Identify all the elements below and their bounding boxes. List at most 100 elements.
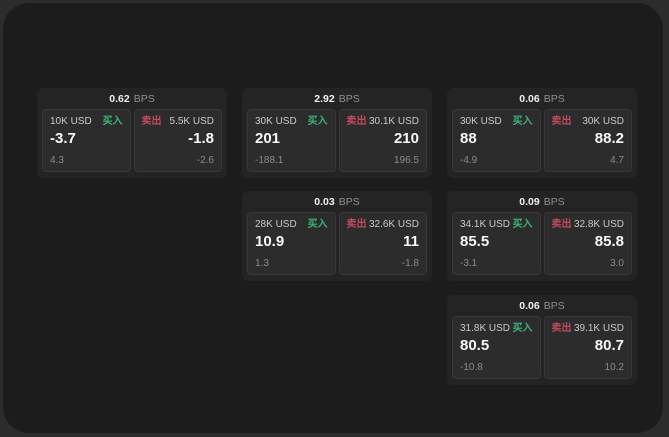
buy-label: 买入: [307, 116, 328, 127]
buy-delta: -10.8: [460, 362, 483, 373]
buy-price: -3.7: [50, 130, 76, 147]
panels: 10K USD 买入 -3.7 4.3 卖出 5.5K USD -1.8 -2.…: [37, 109, 227, 177]
quote-board: 0.62 BPS 10K USD 买入 -3.7 4.3 卖出 5.5K USD: [37, 88, 637, 393]
buy-amount: 30K USD: [255, 116, 297, 127]
panel-top: 卖出 30.1K USD: [347, 116, 420, 127]
sell-delta: 3.0: [610, 258, 624, 269]
card-header: 0.06 BPS: [447, 295, 637, 316]
panel-top: 30K USD 买入: [460, 116, 533, 127]
buy-panel[interactable]: 30K USD 买入 88 -4.9: [452, 109, 541, 172]
buy-delta: 1.3: [255, 258, 269, 269]
quote-card: 0.06 BPS 31.8K USD 买入 80.5 -10.8 卖出 39.1…: [447, 295, 637, 385]
buy-panel[interactable]: 10K USD 买入 -3.7 4.3: [42, 109, 131, 172]
sell-panel[interactable]: 卖出 39.1K USD 80.7 10.2: [543, 316, 632, 379]
card-header: 0.03 BPS: [242, 191, 432, 212]
panel-top: 卖出 32.8K USD: [552, 219, 625, 230]
buy-price: 88: [460, 130, 477, 147]
buy-price: 201: [255, 130, 281, 147]
card-header: 0.09 BPS: [447, 191, 637, 212]
bps-unit: BPS: [543, 299, 565, 312]
buy-panel[interactable]: 28K USD 买入 10.9 1.3: [247, 212, 336, 275]
sell-label: 卖出: [551, 323, 572, 334]
sell-panel[interactable]: 卖出 30K USD 88.2 4.7: [543, 109, 632, 172]
sell-price: 80.7: [594, 337, 624, 354]
sell-price: 88.2: [594, 130, 624, 147]
sell-panel[interactable]: 卖出 32.6K USD 11 -1.8: [338, 212, 427, 275]
bps-value: 0.03: [314, 195, 335, 208]
panels: 30K USD 买入 88 -4.9 卖出 30K USD 88.2 4.7: [447, 109, 637, 177]
sell-label: 卖出: [551, 219, 572, 230]
panels: 30K USD 买入 201 -188.1 卖出 30.1K USD 210 1…: [242, 109, 432, 177]
sell-delta: -2.6: [196, 155, 214, 166]
sell-amount: 5.5K USD: [169, 116, 214, 127]
sell-label: 卖出: [141, 116, 162, 127]
quote-card: 0.62 BPS 10K USD 买入 -3.7 4.3 卖出 5.5K USD: [37, 88, 227, 178]
bps-unit: BPS: [338, 195, 360, 208]
buy-label: 买入: [307, 219, 328, 230]
sell-amount: 30.1K USD: [368, 116, 419, 127]
sell-panel[interactable]: 卖出 5.5K USD -1.8 -2.6: [133, 109, 222, 172]
sell-delta: 4.7: [610, 155, 624, 166]
sell-label: 卖出: [346, 116, 367, 127]
sell-delta: 10.2: [604, 362, 624, 373]
buy-amount: 10K USD: [50, 116, 92, 127]
sell-panel[interactable]: 卖出 30.1K USD 210 196.5: [338, 109, 427, 172]
app-window: 0.62 BPS 10K USD 买入 -3.7 4.3 卖出 5.5K USD: [3, 3, 663, 433]
panel-top: 卖出 30K USD: [552, 116, 625, 127]
buy-delta: -3.1: [460, 258, 478, 269]
sell-label: 卖出: [551, 116, 572, 127]
sell-delta: 196.5: [393, 155, 419, 166]
panel-top: 30K USD 买入: [255, 116, 328, 127]
sell-delta: -1.8: [401, 258, 419, 269]
buy-delta: 4.3: [50, 155, 64, 166]
buy-delta: -4.9: [460, 155, 478, 166]
buy-amount: 34.1K USD: [460, 219, 511, 230]
bps-value: 0.06: [519, 92, 540, 105]
card-header: 0.06 BPS: [447, 88, 637, 109]
buy-label: 买入: [512, 116, 533, 127]
card-header: 2.92 BPS: [242, 88, 432, 109]
panel-top: 卖出 32.6K USD: [347, 219, 420, 230]
bps-unit: BPS: [543, 92, 565, 105]
sell-amount: 32.6K USD: [368, 219, 419, 230]
panels: 34.1K USD 买入 85.5 -3.1 卖出 32.8K USD 85.8…: [447, 212, 637, 280]
bps-value: 2.92: [314, 92, 335, 105]
sell-amount: 39.1K USD: [573, 323, 624, 334]
buy-panel[interactable]: 34.1K USD 买入 85.5 -3.1: [452, 212, 541, 275]
buy-delta: -188.1: [255, 155, 284, 166]
buy-amount: 31.8K USD: [460, 323, 511, 334]
quote-card: 0.03 BPS 28K USD 买入 10.9 1.3 卖出 32.6K US…: [242, 191, 432, 281]
buy-price: 80.5: [460, 337, 490, 354]
panel-top: 10K USD 买入: [50, 116, 123, 127]
sell-label: 卖出: [346, 219, 367, 230]
buy-label: 买入: [512, 323, 533, 334]
panels: 31.8K USD 买入 80.5 -10.8 卖出 39.1K USD 80.…: [447, 316, 637, 384]
bps-unit: BPS: [543, 195, 565, 208]
buy-amount: 30K USD: [460, 116, 502, 127]
buy-label: 买入: [512, 219, 533, 230]
sell-price: 11: [403, 233, 419, 250]
quote-card: 0.09 BPS 34.1K USD 买入 85.5 -3.1 卖出 32.8K…: [447, 191, 637, 281]
panel-top: 31.8K USD 买入: [460, 323, 533, 334]
panel-top: 卖出 5.5K USD: [142, 116, 215, 127]
panels: 28K USD 买入 10.9 1.3 卖出 32.6K USD 11 -1.8: [242, 212, 432, 280]
buy-price: 10.9: [255, 233, 285, 250]
buy-amount: 28K USD: [255, 219, 297, 230]
buy-price: 85.5: [460, 233, 490, 250]
bps-value: 0.09: [519, 195, 540, 208]
buy-panel[interactable]: 30K USD 买入 201 -188.1: [247, 109, 336, 172]
sell-price: 210: [393, 130, 419, 147]
panel-top: 卖出 39.1K USD: [552, 323, 625, 334]
panel-top: 28K USD 买入: [255, 219, 328, 230]
card-header: 0.62 BPS: [37, 88, 227, 109]
sell-amount: 30K USD: [582, 116, 624, 127]
panel-top: 34.1K USD 买入: [460, 219, 533, 230]
buy-panel[interactable]: 31.8K USD 买入 80.5 -10.8: [452, 316, 541, 379]
sell-panel[interactable]: 卖出 32.8K USD 85.8 3.0: [543, 212, 632, 275]
quote-card: 0.06 BPS 30K USD 买入 88 -4.9 卖出 30K USD: [447, 88, 637, 178]
buy-label: 买入: [102, 116, 123, 127]
bps-unit: BPS: [133, 92, 155, 105]
sell-amount: 32.8K USD: [573, 219, 624, 230]
sell-price: -1.8: [188, 130, 214, 147]
bps-unit: BPS: [338, 92, 360, 105]
